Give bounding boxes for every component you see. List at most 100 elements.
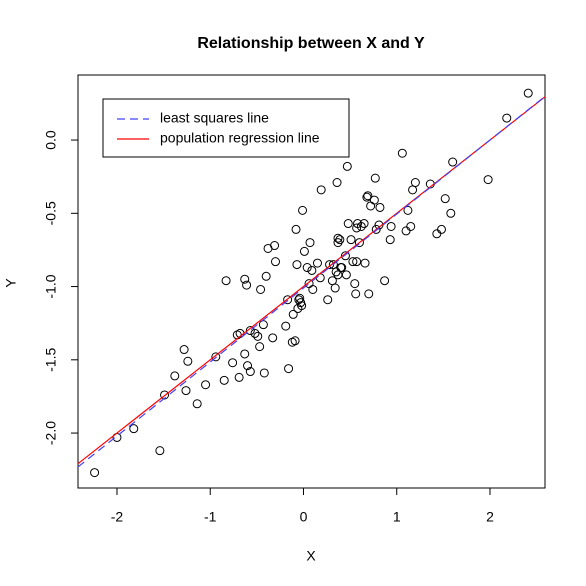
point bbox=[312, 258, 322, 268]
point bbox=[179, 345, 189, 355]
point bbox=[256, 284, 266, 294]
point bbox=[258, 320, 268, 330]
point bbox=[271, 257, 281, 267]
point bbox=[291, 224, 301, 234]
point bbox=[346, 235, 356, 245]
point bbox=[362, 192, 372, 202]
x-tick-label: 0 bbox=[300, 509, 308, 525]
point bbox=[90, 468, 100, 478]
point bbox=[335, 235, 345, 245]
point bbox=[354, 238, 364, 248]
point bbox=[129, 424, 139, 434]
point bbox=[360, 258, 370, 268]
point bbox=[294, 295, 304, 305]
point bbox=[302, 263, 312, 273]
point bbox=[308, 284, 318, 294]
point bbox=[221, 276, 231, 286]
point bbox=[350, 279, 360, 289]
point bbox=[385, 235, 395, 245]
point bbox=[406, 221, 416, 231]
point bbox=[288, 309, 298, 319]
point bbox=[440, 194, 450, 204]
point bbox=[307, 265, 317, 275]
point bbox=[259, 368, 269, 378]
point bbox=[228, 358, 238, 368]
point bbox=[351, 289, 361, 299]
y-tick-label: -2.0 bbox=[43, 421, 59, 445]
y-tick-label: -0.5 bbox=[43, 201, 59, 225]
x-tick-label: -2 bbox=[111, 509, 124, 525]
legend-label: least squares line bbox=[160, 110, 269, 126]
point bbox=[502, 113, 512, 123]
point bbox=[240, 274, 250, 284]
point bbox=[281, 321, 291, 331]
point bbox=[375, 202, 385, 212]
point bbox=[370, 173, 380, 183]
x-tick-label: 2 bbox=[486, 509, 494, 525]
point bbox=[408, 185, 418, 195]
point bbox=[292, 260, 302, 270]
point bbox=[316, 185, 326, 195]
legend-box bbox=[102, 98, 350, 158]
point bbox=[183, 356, 193, 366]
point bbox=[284, 364, 294, 374]
point bbox=[333, 233, 343, 243]
point bbox=[245, 326, 255, 336]
point bbox=[270, 241, 280, 251]
point bbox=[371, 224, 381, 234]
point bbox=[170, 371, 180, 381]
point bbox=[386, 221, 396, 231]
point bbox=[219, 375, 229, 385]
point bbox=[245, 367, 255, 377]
x-tick-label: -1 bbox=[204, 509, 217, 525]
point bbox=[297, 301, 307, 311]
x-tick-label: 1 bbox=[393, 509, 401, 525]
point bbox=[268, 333, 278, 343]
plot-frame bbox=[77, 74, 546, 489]
point bbox=[283, 295, 293, 305]
point bbox=[341, 270, 351, 280]
point bbox=[299, 246, 309, 256]
point bbox=[181, 386, 191, 396]
point bbox=[155, 446, 165, 456]
point bbox=[333, 238, 343, 248]
point bbox=[523, 88, 533, 98]
point bbox=[366, 201, 376, 211]
point bbox=[356, 221, 366, 231]
point bbox=[192, 399, 202, 409]
point bbox=[348, 257, 358, 267]
point bbox=[342, 161, 352, 171]
point bbox=[403, 205, 413, 215]
y-tick-label: -1.5 bbox=[43, 348, 59, 372]
y-axis-label: Y bbox=[3, 278, 19, 288]
x-axis-label: X bbox=[306, 548, 316, 564]
point bbox=[448, 157, 458, 167]
point bbox=[332, 178, 342, 188]
point bbox=[305, 238, 315, 248]
point bbox=[359, 219, 369, 229]
point bbox=[234, 372, 244, 382]
point bbox=[380, 276, 390, 286]
point bbox=[369, 195, 379, 205]
point bbox=[211, 352, 221, 362]
point bbox=[337, 263, 347, 273]
point bbox=[330, 283, 340, 293]
point bbox=[410, 178, 420, 188]
point bbox=[363, 191, 373, 201]
point bbox=[352, 223, 362, 233]
point bbox=[253, 331, 263, 341]
point bbox=[240, 349, 250, 359]
point bbox=[331, 267, 341, 277]
point bbox=[446, 208, 456, 218]
point bbox=[432, 229, 442, 239]
point bbox=[243, 361, 253, 371]
y-tick-label: 0.0 bbox=[43, 130, 59, 150]
point bbox=[374, 220, 384, 230]
legend-label: population regression line bbox=[160, 130, 320, 146]
point bbox=[298, 205, 308, 215]
point bbox=[242, 280, 252, 290]
point bbox=[436, 224, 446, 234]
chart-title: Relationship between X and Y bbox=[197, 35, 425, 52]
point bbox=[352, 257, 362, 267]
